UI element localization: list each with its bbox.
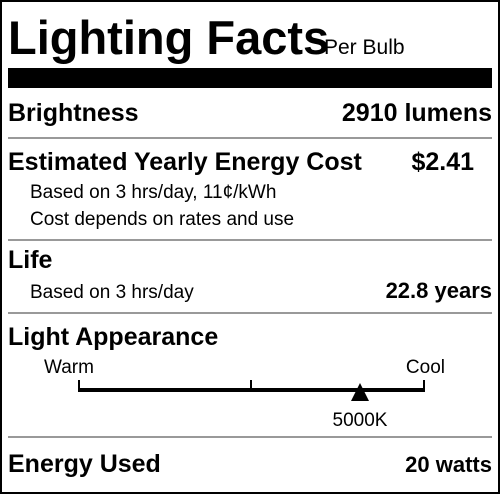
light-appearance-label: Light Appearance: [8, 323, 218, 351]
life-note: Based on 3 hrs/day: [30, 282, 194, 303]
energy-cost-note: Based on 3 hrs/day, 11¢/kWh: [30, 182, 276, 203]
energy-used-label: Energy Used: [8, 450, 161, 478]
energy-cost-note: Cost depends on rates and use: [30, 209, 294, 230]
brightness-label: Brightness: [8, 99, 139, 127]
warm-label: Warm: [44, 357, 94, 378]
scale-marker: [351, 383, 369, 401]
life-value: 22.8 years: [386, 278, 492, 303]
color-scale: [78, 380, 425, 401]
subtitle: Per Bulb: [324, 36, 405, 59]
energy-used-value: 20 watts: [405, 452, 492, 477]
header-bar: [8, 68, 492, 88]
brightness-value: 2910 lumens: [342, 99, 492, 127]
life-label: Life: [8, 246, 53, 274]
energy-cost-value: $2.41: [411, 148, 474, 176]
cool-label: Cool: [406, 357, 445, 378]
marker-label: 5000K: [333, 410, 388, 431]
title: Lighting Facts: [8, 11, 329, 64]
energy-cost-label: Estimated Yearly Energy Cost: [8, 148, 363, 176]
